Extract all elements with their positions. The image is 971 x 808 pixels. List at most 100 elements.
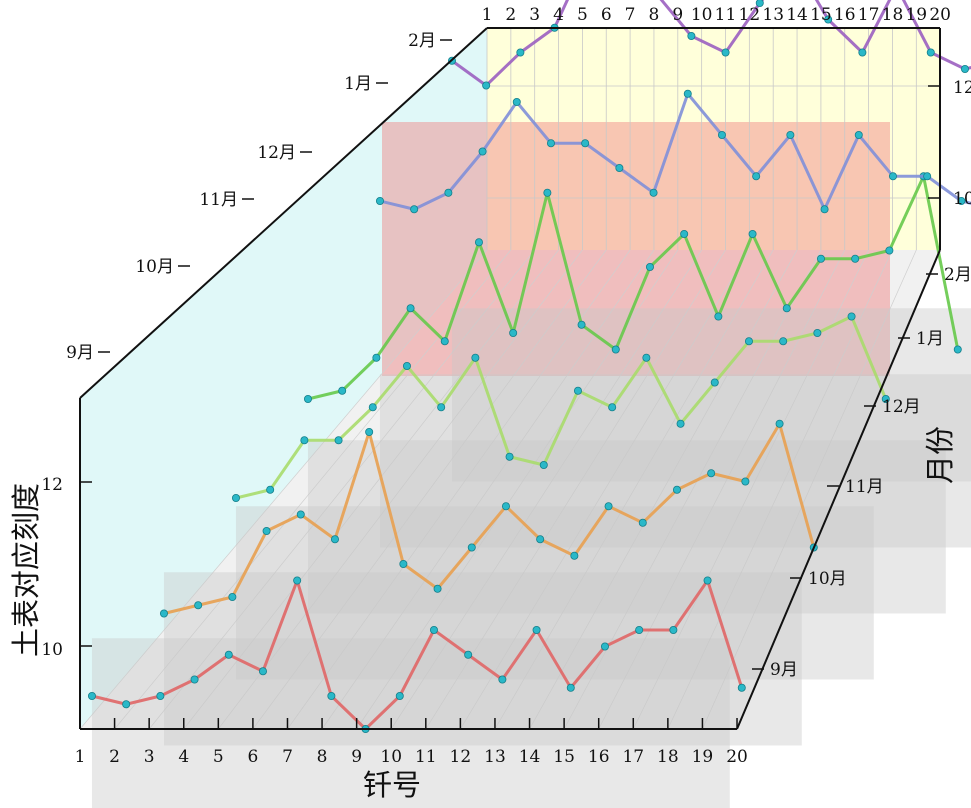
floor-grid-line [183, 249, 559, 730]
data-point [437, 403, 446, 412]
x-tick-label: 2 [109, 747, 120, 767]
data-point [741, 477, 750, 486]
data-point [471, 353, 480, 362]
data-point [680, 229, 689, 238]
x-tick-label: 14 [519, 747, 541, 767]
x-tick-label: 18 [657, 747, 679, 767]
data-point [478, 147, 487, 156]
month-tick-label-left: 1月 [344, 74, 372, 94]
x-tick-label-top: 6 [601, 5, 612, 25]
x-tick-label: 12 [450, 747, 472, 767]
data-point [375, 196, 384, 205]
data-point [330, 535, 339, 544]
x-tick-label-top: 4 [553, 5, 564, 25]
data-point [399, 560, 408, 569]
data-point [672, 485, 681, 494]
data-point [464, 650, 473, 659]
month-ribbon [163, 572, 802, 746]
data-point [266, 485, 275, 494]
x-tick-label: 15 [553, 747, 575, 767]
month-tick-label: 1月 [916, 329, 944, 349]
data-point [467, 543, 476, 552]
data-point [926, 48, 935, 57]
data-point [440, 337, 449, 346]
chart-axes [79, 27, 941, 730]
data-point [536, 535, 545, 544]
x-tick-label-top: 17 [858, 5, 880, 25]
floor-grid-line [460, 249, 750, 730]
data-point [482, 81, 491, 90]
x-tick-label: 11 [415, 747, 437, 767]
data-point [87, 692, 96, 701]
floor-grid-line [321, 249, 655, 730]
data-point [395, 692, 404, 701]
x-tick-label-top: 16 [834, 5, 856, 25]
data-point [300, 436, 309, 445]
x-tick-label-top: 5 [577, 5, 588, 25]
data-point [676, 419, 685, 428]
data-point [532, 626, 541, 635]
data-point [516, 48, 525, 57]
floor-grid-line [79, 249, 488, 730]
data-point [782, 304, 791, 313]
floor-grid-line [252, 249, 607, 730]
data-point [703, 576, 712, 585]
data-point [368, 403, 377, 412]
x-tick-label-top: 19 [905, 5, 927, 25]
data-point [293, 576, 302, 585]
data-point [372, 353, 381, 362]
data-point [813, 328, 822, 337]
data-point [505, 452, 514, 461]
series-line [379, 92, 971, 211]
data-point [581, 139, 590, 148]
floor-grid-line [667, 249, 893, 730]
floor-grid-line [632, 249, 869, 730]
month-tick-label-left: 2月 [408, 31, 436, 51]
data-point [543, 188, 552, 197]
data-point [498, 675, 507, 684]
data-point [683, 89, 692, 98]
data-point [327, 692, 336, 701]
data-point [748, 229, 757, 238]
data-point [638, 518, 647, 527]
series-line [235, 315, 888, 500]
month-tick-label-left: 11月 [199, 190, 238, 210]
month-tick-label: 10月 [808, 569, 847, 589]
data-point [231, 493, 240, 502]
data-point [410, 205, 419, 214]
data-point [744, 337, 753, 346]
month-tick-label: 9月 [770, 660, 798, 680]
data-point [649, 188, 658, 197]
series-line [91, 579, 744, 731]
floor-grid-line [529, 249, 798, 730]
month-tick-label-left: 10月 [135, 257, 174, 277]
data-point [615, 163, 624, 172]
floor-grid-line [218, 249, 583, 730]
data-point [858, 48, 867, 57]
x-tick-label: 9 [351, 747, 362, 767]
data-point [755, 0, 764, 7]
month-tick-label: 2月 [944, 265, 971, 285]
data-point [717, 130, 726, 139]
data-point [642, 353, 651, 362]
data-point [604, 502, 613, 511]
data-point [334, 436, 343, 445]
floor-grid-line [598, 249, 846, 730]
back-wall [487, 28, 940, 250]
data-point [159, 609, 168, 618]
data-point [779, 337, 788, 346]
month-ribbon [451, 308, 971, 482]
chart-tick-labels: 1122334455667788991010111112121313141415… [41, 5, 971, 767]
x-tick-label: 20 [726, 747, 748, 767]
data-point [365, 427, 374, 436]
month-tick-label-left: 9月 [66, 343, 94, 363]
series-line [307, 174, 960, 401]
data-point [786, 130, 795, 139]
floor-grid-line [494, 249, 774, 730]
data-point [194, 601, 203, 610]
x-tick-label: 3 [144, 747, 155, 767]
x-tick-label: 8 [317, 747, 328, 767]
data-point [338, 386, 347, 395]
z-tick-label: 12 [41, 475, 63, 495]
